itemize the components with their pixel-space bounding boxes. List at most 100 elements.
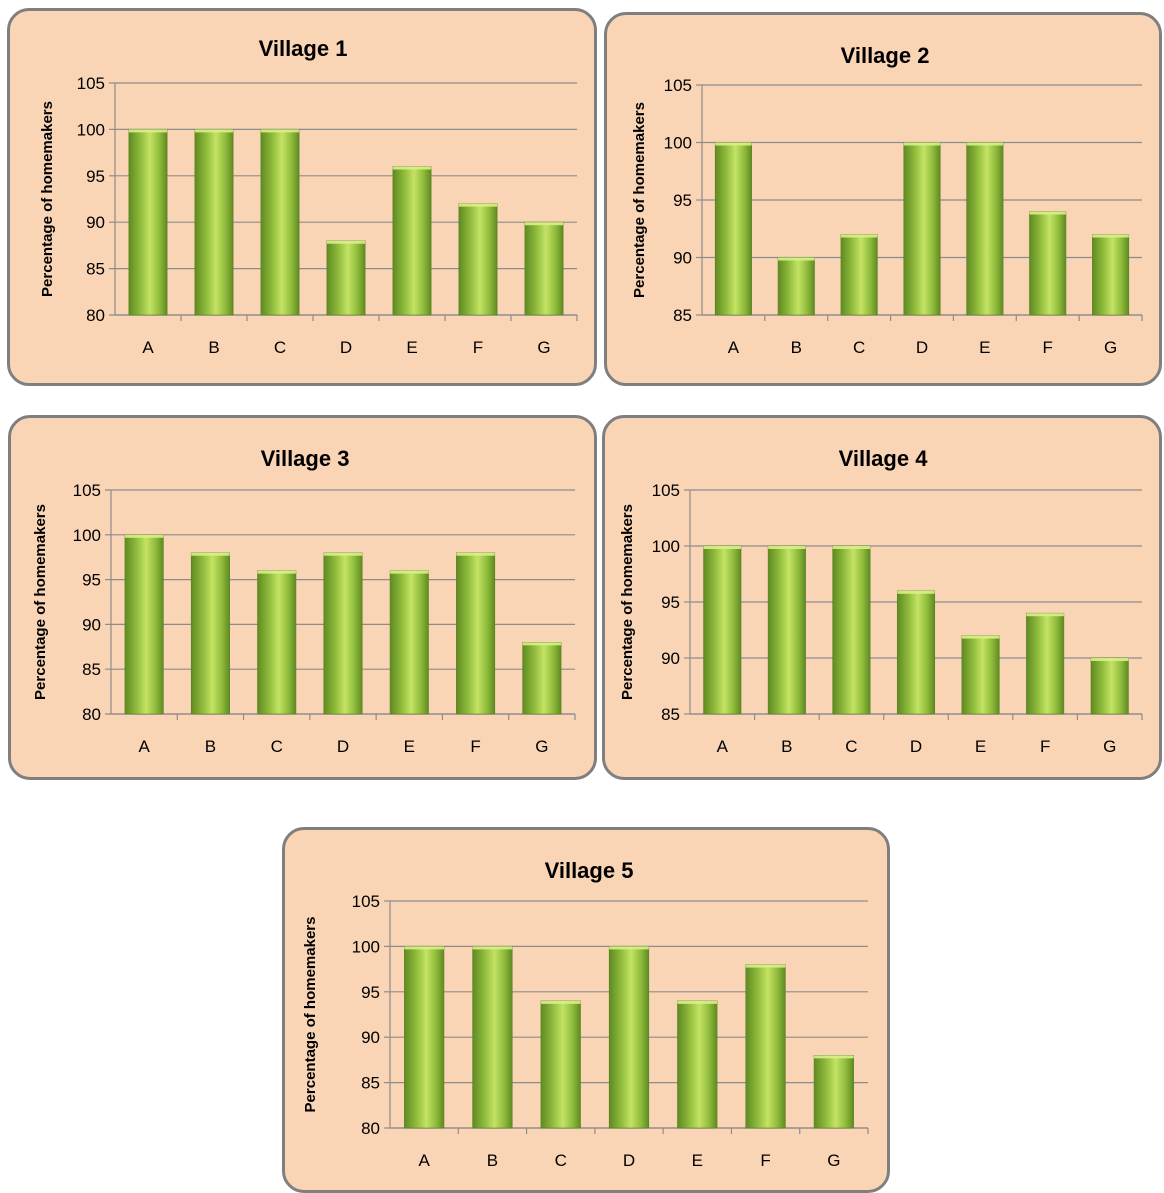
bar-highlight: [260, 129, 300, 133]
bar-highlight: [677, 1000, 718, 1004]
bar-highlight: [128, 129, 168, 133]
chart-village-4: Village 4 Percentage of homemakers 85 90 95 1…: [619, 446, 1143, 756]
bar-highlight: [326, 240, 366, 244]
y-tick-label: 100: [77, 120, 105, 139]
bar-D: [608, 946, 650, 1129]
y-tick-label: 100: [352, 937, 380, 956]
x-tick-label: A: [728, 338, 740, 357]
bar-highlight: [903, 142, 941, 146]
bar-C: [840, 234, 878, 316]
chart-title: Village 2: [841, 43, 930, 68]
x-tick-label: G: [827, 1151, 840, 1170]
bar-A: [404, 946, 445, 1129]
bar-G: [813, 1055, 854, 1129]
bar-C: [540, 1000, 581, 1129]
y-tick-label: 95: [673, 191, 692, 210]
y-tick-label: 85: [82, 660, 101, 679]
x-tick-label: E: [406, 338, 417, 357]
bar-highlight: [745, 964, 786, 968]
bar-F: [458, 203, 498, 316]
chart-village-3: Village 3 Percentage of homemakers 80 85 90 9…: [32, 446, 576, 756]
bar-highlight: [392, 166, 432, 170]
bar-C: [832, 545, 871, 715]
bar-highlight: [458, 203, 498, 207]
bar-highlight: [194, 129, 234, 133]
bar-G: [1090, 657, 1129, 715]
bar-highlight: [1026, 613, 1064, 617]
x-tick-label: B: [781, 737, 792, 756]
y-tick-label: 105: [652, 481, 680, 500]
y-tick-label: 85: [661, 705, 680, 724]
bar-highlight: [1092, 234, 1129, 238]
x-tick-label: G: [537, 338, 550, 357]
chart-panel-village-2: Village 2 Percentage of homemakers 85 90 95 1…: [604, 12, 1162, 386]
x-tick-label: C: [555, 1151, 567, 1170]
chart-village-1: Village 1 Percentage of homemakers 80 85 90 9…: [39, 36, 578, 357]
bar-F: [1026, 612, 1065, 715]
bar-highlight: [840, 234, 878, 238]
x-tick-label: B: [791, 338, 802, 357]
chart-panel-village-5: Village 5 Percentage of homemakers 80 85 90 9…: [282, 827, 890, 1193]
y-axis-label: Percentage of homemakers: [631, 102, 648, 298]
x-tick-label: A: [717, 737, 729, 756]
y-tick-label: 90: [86, 213, 105, 232]
chart-title: Village 4: [839, 446, 929, 471]
y-tick-label: 95: [86, 167, 105, 186]
x-tick-label: C: [274, 338, 286, 357]
x-tick-label: F: [1043, 338, 1053, 357]
y-tick-label: 85: [361, 1074, 380, 1093]
y-tick-label: 85: [86, 260, 105, 279]
y-axis-label: Percentage of homemakers: [32, 504, 49, 700]
x-tick-label: A: [138, 737, 150, 756]
bar-highlight: [1090, 658, 1129, 661]
bar-E: [966, 142, 1004, 316]
x-tick-label: G: [1104, 338, 1117, 357]
bar-highlight: [961, 635, 1000, 639]
bar-highlight: [404, 946, 444, 950]
y-tick-label: 105: [352, 892, 380, 911]
y-axis-label: Percentage of homemakers: [39, 101, 56, 297]
bar-A: [128, 129, 168, 316]
bar-E: [677, 1000, 718, 1129]
bar-F: [745, 964, 786, 1129]
bar-highlight: [323, 552, 363, 556]
bar-F: [1029, 211, 1067, 316]
bar-B: [472, 946, 513, 1129]
bar-D: [903, 142, 941, 316]
bar-B: [777, 257, 815, 316]
x-tick-label: D: [337, 737, 349, 756]
bar-B: [194, 129, 234, 316]
y-tick-label: 95: [361, 983, 380, 1002]
bar-B: [190, 552, 230, 715]
chart-village-2: Village 2 Percentage of homemakers 85 90 95 1…: [631, 43, 1143, 357]
y-tick-label: 95: [82, 571, 101, 590]
bar-highlight: [472, 946, 513, 950]
x-tick-label: B: [205, 737, 216, 756]
bar-highlight: [257, 570, 296, 574]
x-tick-label: C: [853, 338, 865, 357]
x-tick-label: F: [1040, 737, 1050, 756]
chart-panel-village-4: Village 4 Percentage of homemakers 85 90 95 1…: [602, 415, 1162, 780]
bar-highlight: [703, 546, 742, 549]
y-tick-label: 105: [73, 481, 101, 500]
y-tick-label: 90: [661, 649, 680, 668]
bar-E: [961, 635, 1000, 715]
x-tick-label: D: [910, 737, 922, 756]
chart-village-5: Village 5 Percentage of homemakers 80 85 90 9…: [302, 858, 869, 1170]
chart-title: Village 3: [261, 446, 350, 471]
y-tick-label: 95: [661, 593, 680, 612]
y-axis-label: Percentage of homemakers: [619, 504, 636, 700]
x-tick-label: F: [470, 737, 480, 756]
bar-D: [323, 552, 363, 715]
bar-C: [257, 570, 297, 715]
bar-highlight: [897, 590, 935, 594]
y-tick-label: 100: [73, 526, 101, 545]
y-tick-label: 80: [86, 306, 105, 325]
bar-highlight: [778, 257, 815, 261]
bar-highlight: [715, 142, 752, 146]
y-tick-label: 85: [673, 306, 692, 325]
x-tick-label: B: [487, 1151, 498, 1170]
y-tick-label: 105: [77, 74, 105, 93]
chart-panel-village-1: Village 1 Percentage of homemakers 80 85 90 9…: [7, 8, 597, 386]
x-tick-label: E: [979, 338, 990, 357]
